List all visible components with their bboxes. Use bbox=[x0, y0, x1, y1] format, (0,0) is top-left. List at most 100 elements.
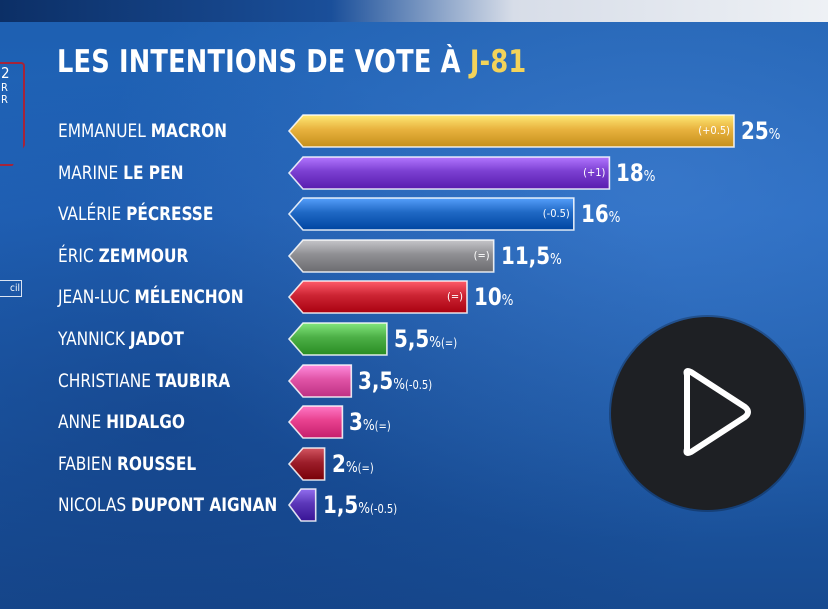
bar-shape bbox=[287, 238, 495, 273]
bar-fill bbox=[287, 363, 353, 398]
bar-shape bbox=[287, 405, 344, 439]
candidate-last-name: TAUBIRA bbox=[155, 369, 231, 392]
candidate-last-name: ROUSSEL bbox=[117, 452, 197, 475]
bar bbox=[287, 238, 495, 273]
candidate-last-name: MÉLENCHON bbox=[134, 286, 244, 309]
bar-shape bbox=[287, 155, 611, 190]
candidate-label: VALÉRIE PÉCRESSE bbox=[58, 203, 267, 225]
value-number: 11,5 bbox=[500, 241, 550, 270]
play-icon bbox=[683, 368, 751, 456]
bar-shape bbox=[287, 280, 468, 315]
value-unit: % bbox=[501, 291, 514, 310]
bar-fill bbox=[287, 114, 735, 148]
bar-value: 25% bbox=[741, 116, 780, 149]
value-unit: % bbox=[549, 249, 562, 268]
candidate-first-name: JEAN-LUC bbox=[58, 286, 135, 309]
candidate-label: MARINE LE PEN bbox=[58, 162, 267, 184]
bar bbox=[287, 322, 388, 356]
value-change: (-0.5) bbox=[369, 502, 397, 517]
bar-shape bbox=[287, 114, 735, 148]
bar bbox=[287, 197, 575, 231]
bar bbox=[287, 114, 735, 148]
candidate-label: JEAN-LUC MÉLENCHON bbox=[58, 286, 267, 308]
bar-value: 11,5% bbox=[501, 241, 562, 274]
value-number: 2 bbox=[331, 449, 346, 478]
bar-fill bbox=[287, 155, 611, 190]
candidate-first-name: NICOLAS bbox=[58, 494, 132, 517]
bar bbox=[287, 405, 344, 439]
value-change: (=) bbox=[440, 336, 457, 350]
candidate-label: ANNE HIDALGO bbox=[58, 411, 267, 433]
value-number: 10 bbox=[474, 283, 502, 312]
candidate-first-name: CHRISTIANE bbox=[58, 369, 156, 392]
candidate-last-name: LE PEN bbox=[123, 161, 184, 184]
candidate-first-name: ÉRIC bbox=[58, 244, 99, 267]
candidate-label: FABIEN ROUSSEL bbox=[58, 453, 267, 475]
value-unit: % bbox=[429, 333, 441, 351]
value-number: 3 bbox=[349, 408, 364, 437]
bar-shape bbox=[287, 446, 326, 481]
bar-value: 10% bbox=[474, 282, 513, 315]
bar-value: 18% bbox=[616, 158, 655, 191]
candidate-last-name: HIDALGO bbox=[106, 411, 185, 434]
bar bbox=[287, 363, 353, 398]
bar-change: (+1) bbox=[583, 165, 606, 179]
value-unit: % bbox=[357, 499, 370, 518]
bar-fill bbox=[287, 280, 468, 315]
bar-shape bbox=[287, 363, 353, 398]
candidate-label: CHRISTIANE TAUBIRA bbox=[58, 370, 267, 392]
value-change: (=) bbox=[357, 460, 374, 475]
value-number: 16 bbox=[580, 200, 609, 229]
value-number: 25 bbox=[741, 117, 769, 145]
bar bbox=[287, 280, 468, 315]
value-unit: % bbox=[644, 166, 656, 185]
candidate-first-name: YANNICK bbox=[58, 328, 130, 350]
bar-change: (=) bbox=[446, 290, 463, 304]
channel-tag: cil bbox=[0, 280, 22, 297]
value-unit: % bbox=[363, 416, 376, 435]
bar-fill bbox=[287, 488, 317, 523]
play-button[interactable] bbox=[611, 317, 804, 510]
top-banner-strip bbox=[0, 0, 828, 22]
candidate-last-name: JADOT bbox=[129, 328, 184, 350]
bar-fill bbox=[287, 322, 388, 356]
candidate-label: YANNICK JADOT bbox=[58, 328, 267, 350]
value-unit: % bbox=[608, 208, 621, 227]
candidate-first-name: MARINE bbox=[58, 161, 124, 184]
candidate-first-name: FABIEN bbox=[58, 452, 118, 475]
page-title-highlight: J-81 bbox=[469, 44, 527, 80]
value-change: (=) bbox=[375, 419, 392, 434]
bar bbox=[287, 446, 326, 481]
bar-value: 5,5%(=) bbox=[394, 324, 457, 358]
value-unit: % bbox=[345, 457, 358, 476]
candidate-first-name: VALÉRIE bbox=[58, 203, 127, 226]
bar-change: (+0.5) bbox=[698, 124, 730, 137]
bar-fill bbox=[287, 446, 326, 481]
bar-value: 3%(=) bbox=[349, 407, 391, 441]
candidate-first-name: EMMANUEL bbox=[58, 120, 151, 142]
bar-change: (-0.5) bbox=[542, 207, 570, 221]
page-title-main: LES INTENTIONS DE VOTE À bbox=[57, 44, 470, 80]
bar bbox=[287, 155, 611, 190]
value-unit: % bbox=[393, 374, 406, 393]
candidate-first-name: ANNE bbox=[58, 411, 107, 434]
value-number: 5,5 bbox=[393, 325, 430, 353]
channel-badge: 2 R R bbox=[0, 62, 25, 166]
bar-value: 16% bbox=[581, 199, 620, 232]
candidate-last-name: MACRON bbox=[150, 120, 228, 142]
candidate-last-name: DUPONT AIGNAN bbox=[131, 494, 278, 517]
candidate-label: NICOLAS DUPONT AIGNAN bbox=[58, 494, 277, 517]
value-unit: % bbox=[768, 125, 781, 143]
bar-fill bbox=[287, 197, 575, 231]
bar-change: (=) bbox=[473, 248, 490, 262]
bar-value: 3,5%(-0.5) bbox=[358, 366, 432, 400]
value-change: (-0.5) bbox=[405, 377, 433, 392]
bar-shape bbox=[287, 322, 388, 356]
value-number: 18 bbox=[616, 158, 645, 187]
candidate-label: EMMANUEL MACRON bbox=[58, 120, 267, 142]
value-number: 3,5 bbox=[358, 366, 394, 395]
bar-fill bbox=[287, 405, 344, 439]
bar bbox=[287, 488, 317, 523]
bar-fill bbox=[287, 238, 495, 273]
bar-shape bbox=[287, 488, 317, 523]
